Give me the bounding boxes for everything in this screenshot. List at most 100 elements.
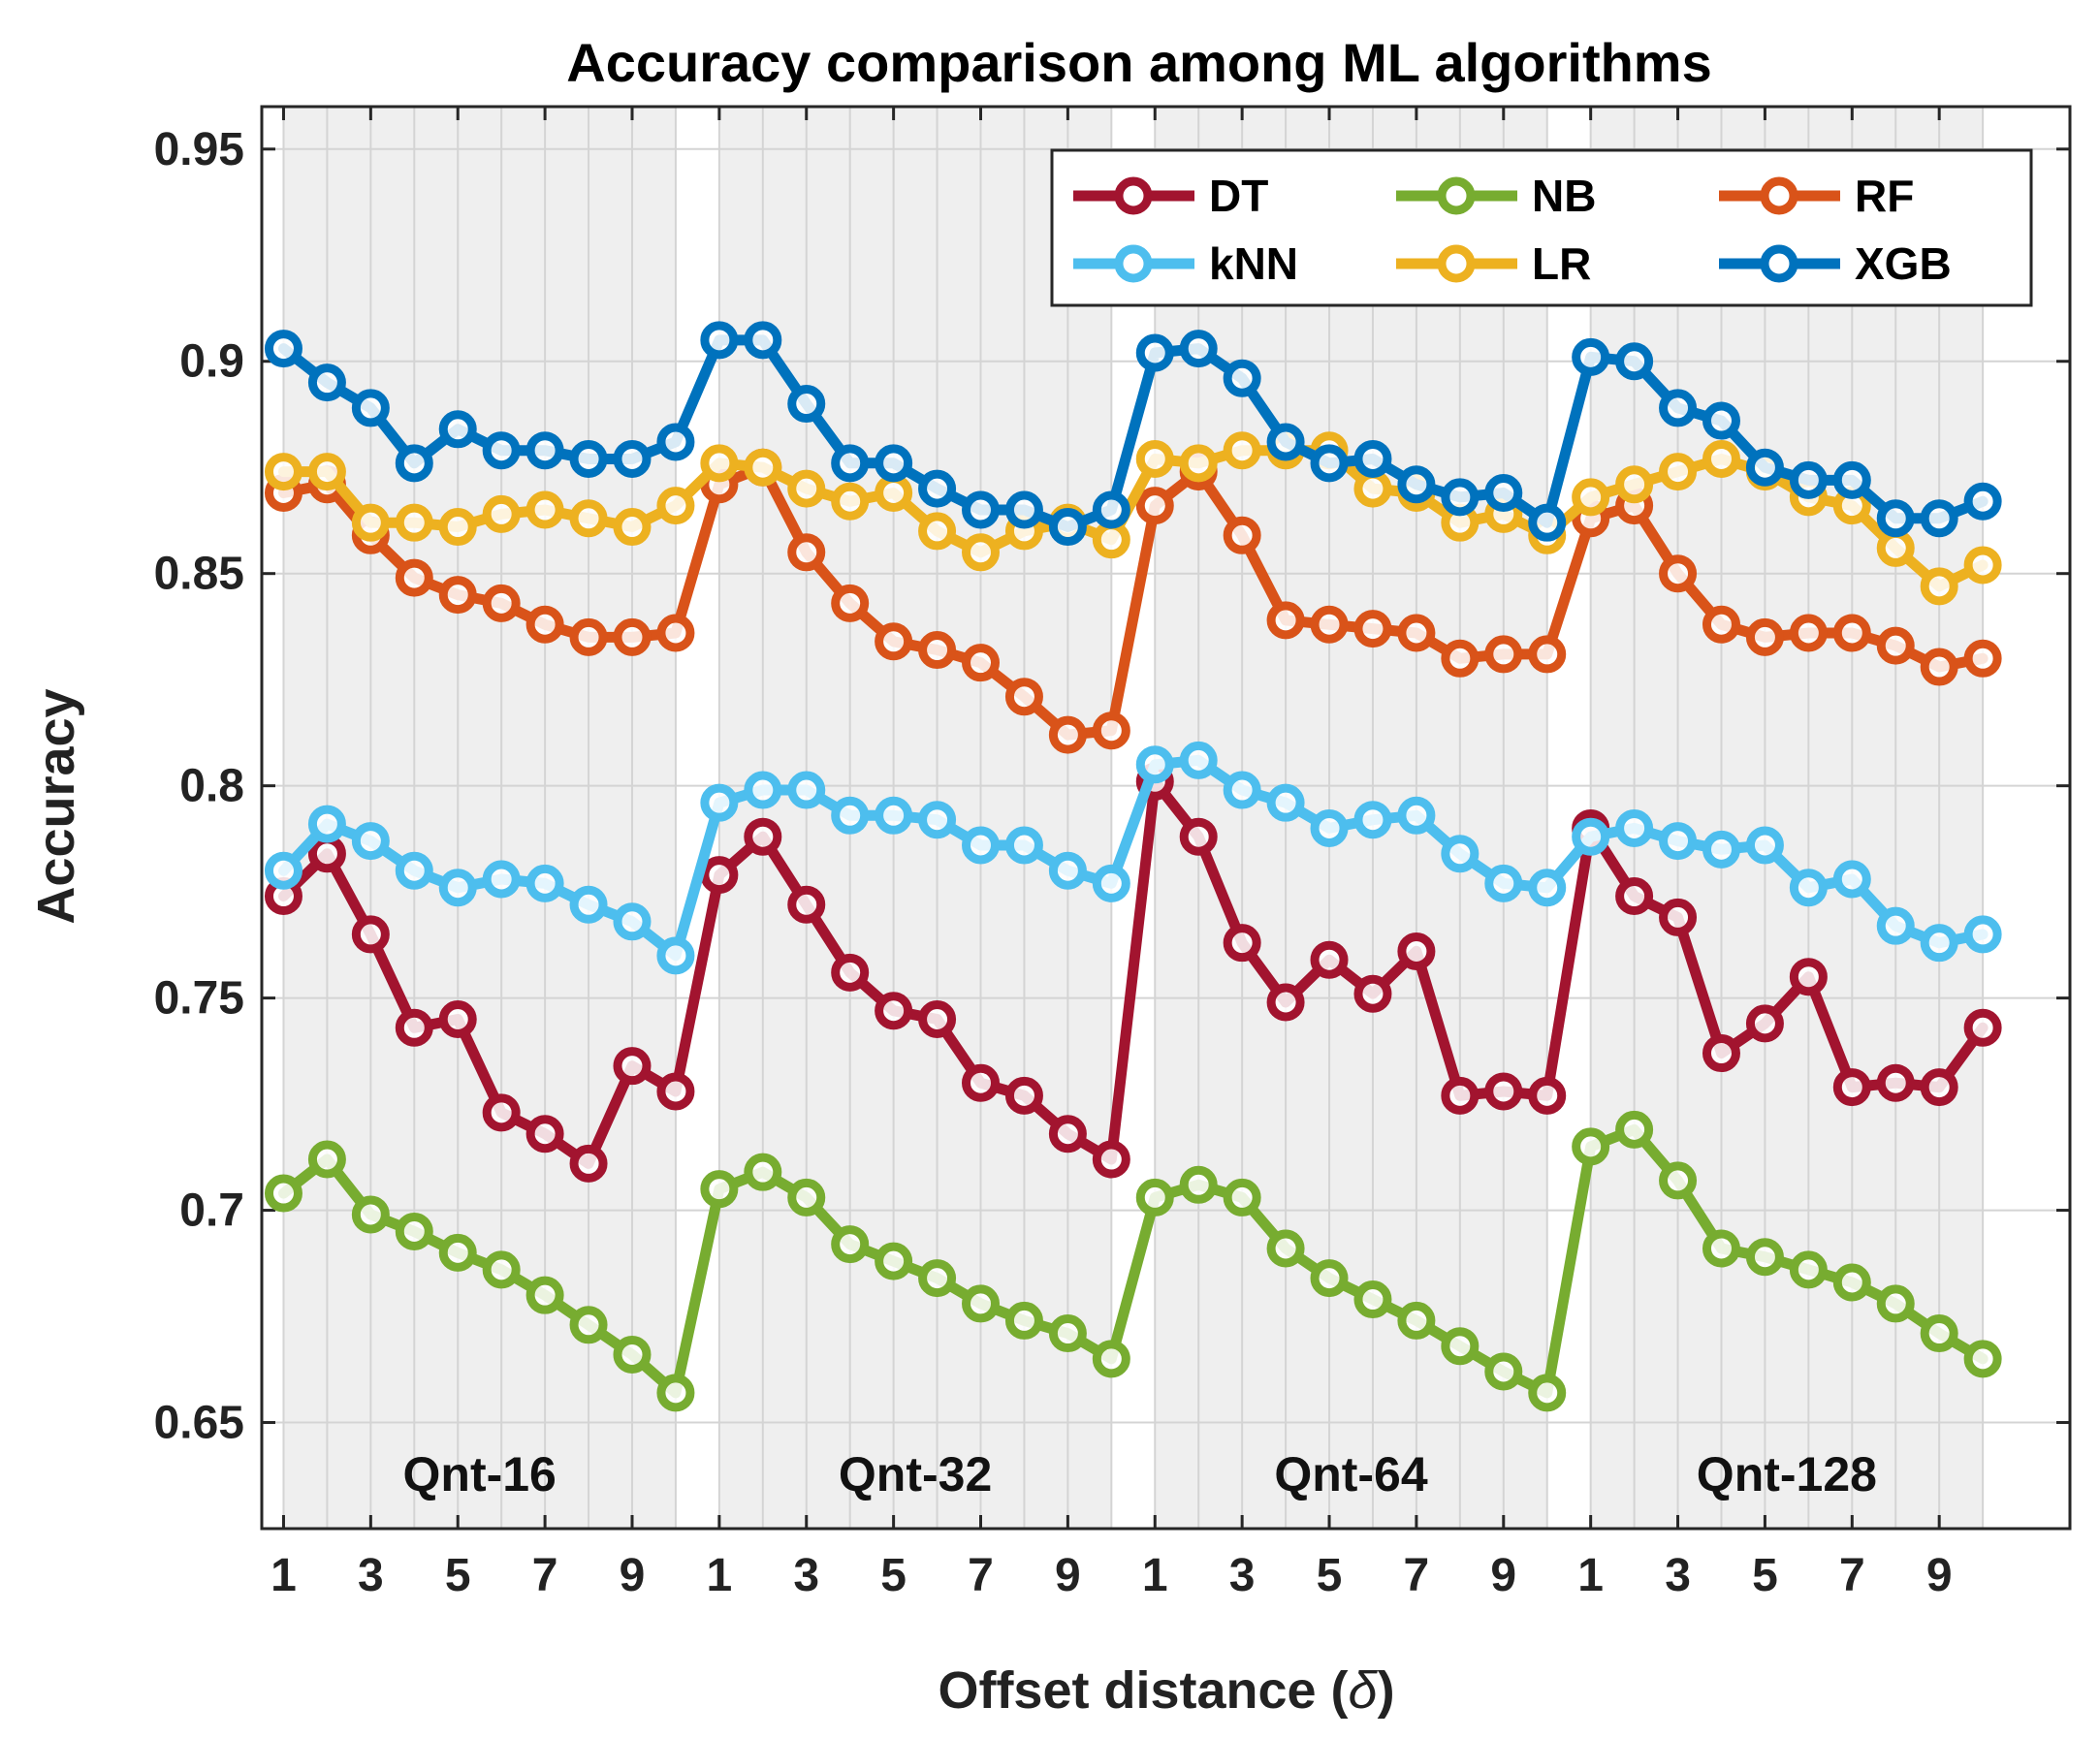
legend-label-nb: NB — [1532, 171, 1596, 221]
data-point-dt — [482, 1093, 521, 1132]
data-point-xgb — [1659, 389, 1698, 427]
data-point-nb — [1832, 1263, 1871, 1302]
group-label-qnt-16: Qnt-16 — [403, 1447, 557, 1501]
data-point-dt — [831, 953, 870, 992]
data-point-lr — [1179, 444, 1218, 483]
data-point-dt — [1310, 940, 1349, 979]
data-point-rf — [569, 617, 608, 656]
x-tick-label: 7 — [532, 1550, 558, 1601]
data-point-knn — [1615, 808, 1654, 847]
data-point-xgb — [744, 321, 782, 360]
data-point-xgb — [307, 363, 346, 402]
data-point-knn — [613, 902, 652, 941]
data-point-dt — [1048, 1115, 1087, 1153]
data-point-rf — [1092, 711, 1130, 750]
group-labels: Qnt-16 Qnt-32 Qnt-64 Qnt-128 — [403, 1447, 1877, 1501]
data-point-dt — [438, 1000, 477, 1039]
data-point-rf — [918, 631, 957, 670]
data-point-dt — [525, 1115, 564, 1153]
data-point-dt — [656, 1072, 695, 1111]
legend-label-dt: DT — [1209, 171, 1268, 221]
data-point-nb — [1266, 1229, 1305, 1268]
data-point-dt — [744, 817, 782, 856]
legend-marker-dt — [1114, 176, 1153, 215]
data-point-knn — [1572, 817, 1610, 856]
data-point-rf — [1963, 639, 2002, 678]
data-point-nb — [1702, 1229, 1740, 1268]
data-point-knn — [525, 864, 564, 902]
data-point-xgb — [875, 444, 913, 483]
data-point-knn — [656, 936, 695, 975]
data-point-lr — [1615, 465, 1654, 504]
data-point-dt — [1004, 1076, 1043, 1115]
data-point-nb — [1920, 1314, 1958, 1353]
data-point-knn — [1745, 826, 1784, 865]
data-point-nb — [1135, 1178, 1174, 1217]
data-point-dt — [962, 1063, 1001, 1102]
data-point-nb — [525, 1276, 564, 1314]
x-tick-label: 5 — [1752, 1550, 1778, 1601]
data-point-rf — [1789, 614, 1828, 652]
group-band-qnt-128 — [1590, 107, 1984, 1529]
data-point-dt — [1092, 1140, 1130, 1179]
data-point-xgb — [613, 439, 652, 478]
data-point-knn — [962, 826, 1001, 865]
legend-label-knn: kNN — [1209, 238, 1298, 289]
x-tick-label: 9 — [1490, 1550, 1516, 1601]
data-point-lr — [1353, 469, 1392, 508]
data-point-knn — [831, 796, 870, 835]
data-point-xgb — [1832, 460, 1871, 499]
x-tick-label: 3 — [1229, 1550, 1256, 1601]
data-point-nb — [656, 1374, 695, 1412]
data-point-rf — [1048, 715, 1087, 754]
data-point-xgb — [1353, 439, 1392, 478]
data-point-nb — [395, 1212, 433, 1250]
data-point-nb — [613, 1335, 652, 1374]
x-tick-label: 3 — [358, 1550, 384, 1601]
legend-box — [1050, 148, 2033, 307]
data-point-nb — [787, 1178, 826, 1217]
data-point-nb — [1223, 1178, 1261, 1217]
x-tick-label: 5 — [880, 1550, 907, 1601]
data-point-rf — [1528, 635, 1567, 674]
data-point-xgb — [1745, 448, 1784, 487]
data-point-dt — [1615, 877, 1654, 916]
data-point-nb — [1048, 1314, 1087, 1353]
legend-marker-lr — [1437, 244, 1476, 283]
data-point-rf — [1135, 487, 1174, 525]
data-point-xgb — [351, 389, 390, 427]
legend-label-rf: RF — [1855, 171, 1914, 221]
data-point-xgb — [1963, 482, 2002, 521]
data-point-nb — [307, 1140, 346, 1179]
x-tick-label: 7 — [968, 1550, 994, 1601]
data-point-nb — [1441, 1327, 1480, 1366]
data-point-dt — [1920, 1068, 1958, 1107]
data-point-dt — [569, 1144, 608, 1183]
data-point-nb — [1659, 1161, 1698, 1200]
data-point-knn — [1092, 864, 1130, 902]
data-point-lr — [351, 503, 390, 542]
data-point-knn — [918, 801, 957, 839]
data-point-knn — [1310, 808, 1349, 847]
group-label-qnt-64: Qnt-64 — [1274, 1447, 1428, 1501]
data-point-nb — [831, 1225, 870, 1264]
data-point-nb — [700, 1170, 739, 1209]
data-point-knn — [1179, 741, 1218, 779]
y-axis-label: Accuracy — [27, 688, 85, 924]
data-point-knn — [1266, 783, 1305, 822]
y-tick-label: 0.65 — [154, 1398, 244, 1449]
data-point-nb — [1789, 1250, 1828, 1289]
data-point-knn — [1484, 864, 1523, 902]
data-point-nb — [918, 1259, 957, 1298]
data-point-rf — [482, 584, 521, 622]
data-point-rf — [787, 533, 826, 572]
data-point-xgb — [395, 444, 433, 483]
data-point-rf — [1876, 626, 1915, 665]
x-tick-label: 1 — [1577, 1550, 1604, 1601]
data-point-lr — [1659, 453, 1698, 491]
data-point-rf — [395, 558, 433, 597]
data-point-nb — [1484, 1352, 1523, 1391]
data-point-knn — [1048, 851, 1087, 890]
data-point-xgb — [264, 330, 302, 368]
